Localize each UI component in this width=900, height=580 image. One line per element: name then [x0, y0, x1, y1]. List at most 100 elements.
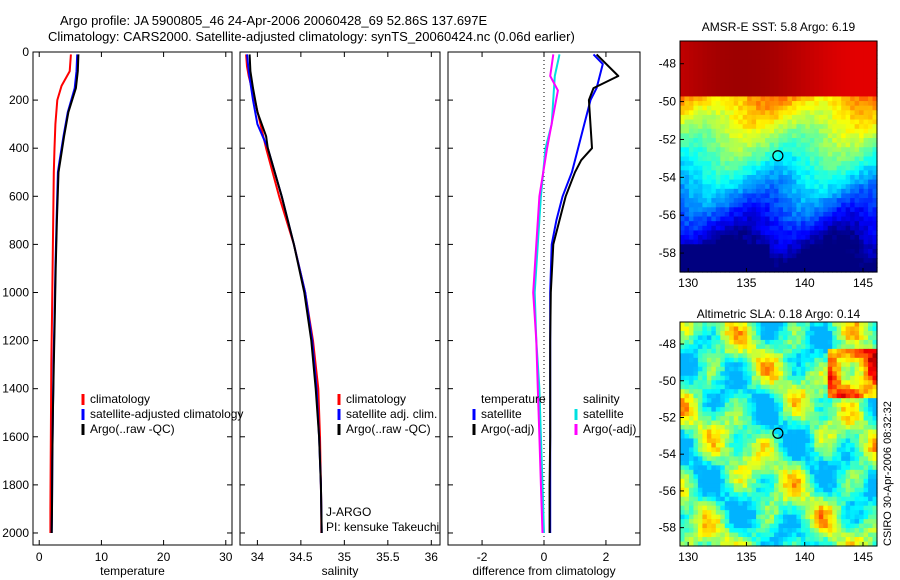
sla-heatmap-cell [774, 442, 780, 449]
sla-heatmap-cell [756, 469, 762, 475]
sst-heatmap-cell [724, 170, 730, 176]
sst-heatmap-cell [724, 138, 730, 144]
sla-heatmap-cell [715, 496, 721, 502]
sla-heatmap-cell [836, 407, 842, 413]
sla-heatmap-cell [729, 483, 735, 489]
sst-heatmap-cell [760, 101, 766, 107]
sla-heatmap-cell [845, 416, 851, 422]
sla-heatmap-cell [760, 465, 766, 471]
sst-heatmap-cell [796, 124, 802, 130]
sst-heatmap-cell [751, 211, 757, 218]
sst-heatmap-cell [711, 165, 717, 171]
sst-heatmap-cell [791, 96, 798, 102]
sst-heatmap-cell [782, 198, 789, 204]
sla-heatmap-cell [769, 451, 775, 457]
sla-heatmap-cell [688, 447, 695, 453]
sst-heatmap-cell [693, 230, 699, 236]
sst-heatmap-cell [684, 253, 690, 259]
sla-heatmap-cell [832, 416, 838, 422]
sst-heatmap-cell [841, 235, 847, 241]
sla-heatmap-cell [684, 357, 690, 363]
sla-heatmap-cell [805, 384, 811, 390]
sst-heatmap-cell [863, 248, 869, 255]
sla-heatmap-cell [836, 416, 842, 422]
sst-heatmap-cell [791, 253, 798, 259]
sst-heatmap-cell [872, 221, 878, 227]
sla-heatmap-cell [680, 541, 686, 547]
sla-heatmap-cell [774, 501, 780, 507]
sla-heatmap-cell [863, 541, 869, 547]
sla-heatmap-cell [729, 353, 735, 359]
sla-heatmap-cell [854, 496, 860, 502]
sla-heatmap-cell [742, 456, 748, 462]
sla-heatmap-cell [823, 353, 829, 359]
sst-heatmap-cell [782, 239, 789, 245]
sla-heatmap-cell [751, 429, 757, 435]
sla-heatmap-cell [814, 510, 820, 516]
sla-heatmap-cell [787, 380, 793, 386]
sst-heatmap-cell [791, 170, 798, 176]
sst-heatmap-cell [796, 207, 802, 213]
sla-heatmap-cell [872, 460, 878, 466]
sla-heatmap-cell [845, 528, 851, 534]
sst-heatmap-cell [823, 59, 829, 65]
sla-heatmap-cell [850, 393, 856, 399]
sla-heatmap-cell [791, 447, 798, 453]
sst-heatmap-cell [747, 156, 753, 162]
sla-heatmap-cell [809, 474, 815, 480]
sla-heatmap-cell [827, 487, 833, 493]
sla-heatmap-cell [747, 501, 753, 507]
sla-heatmap-cell [769, 420, 775, 426]
sst-heatmap-cell [809, 202, 815, 208]
sla-heatmap-cell [796, 326, 802, 332]
sla-heatmap-cell [693, 353, 699, 359]
sst-heatmap-cell [738, 184, 744, 190]
sla-heatmap-cell [684, 474, 690, 480]
sla-heatmap-cell [742, 330, 748, 337]
sst-heatmap-cell [693, 184, 699, 190]
sla-heatmap-cell [680, 335, 686, 341]
sst-heatmap-cell [706, 244, 712, 250]
sla-heatmap-cell [733, 483, 739, 489]
sla-heatmap-cell [841, 523, 847, 529]
sst-heatmap-cell [697, 230, 703, 236]
sst-heatmap-cell [827, 105, 833, 111]
sst-heatmap-cell [693, 128, 699, 134]
sst-heatmap-cell [818, 147, 824, 153]
sla-heatmap-cell [787, 330, 793, 337]
sst-heatmap-cell [796, 221, 802, 227]
sla-heatmap-cell [693, 371, 699, 377]
sst-heatmap-cell [814, 124, 820, 130]
sst-heatmap-cell [859, 235, 865, 241]
sst-heatmap-cell [733, 165, 739, 171]
sla-heatmap-cell [845, 339, 851, 345]
difference-legend: temperaturesatelliteArgo(-adj)salinitysa… [472, 392, 636, 436]
sst-heatmap-cell [720, 248, 726, 255]
sst-heatmap-cell [765, 174, 771, 181]
sla-heatmap-cell [684, 330, 690, 337]
sla-heatmap-cell [868, 519, 874, 525]
sla-heatmap-cell [859, 438, 865, 444]
sst-heatmap-cell [845, 211, 851, 218]
sst-heatmap-cell [769, 124, 775, 130]
sst-heatmap-cell [711, 262, 717, 268]
sst-heatmap-cell [697, 87, 703, 93]
sst-heatmap-cell [823, 45, 829, 51]
sla-heatmap-cell [791, 487, 798, 493]
sst-heatmap-cell [868, 198, 874, 204]
sst-heatmap-cell [818, 165, 824, 171]
sst-heatmap-cell [814, 253, 820, 259]
sst-heatmap-cell [868, 179, 874, 185]
sst-heatmap-cell [791, 225, 798, 232]
sst-heatmap-cell [836, 138, 842, 144]
sst-heatmap-cell [684, 133, 690, 139]
sla-heatmap-cell [693, 456, 699, 462]
sst-heatmap-cell [751, 110, 757, 116]
sst-heatmap-cell [765, 68, 771, 74]
sst-heatmap-cell [805, 225, 811, 232]
sst-heatmap-cell [850, 179, 856, 185]
sst-heatmap-cell [778, 179, 784, 185]
sla-heatmap-cell [733, 438, 739, 444]
sla-heatmap-cell [809, 375, 815, 381]
sst-heatmap-cell [742, 244, 748, 250]
